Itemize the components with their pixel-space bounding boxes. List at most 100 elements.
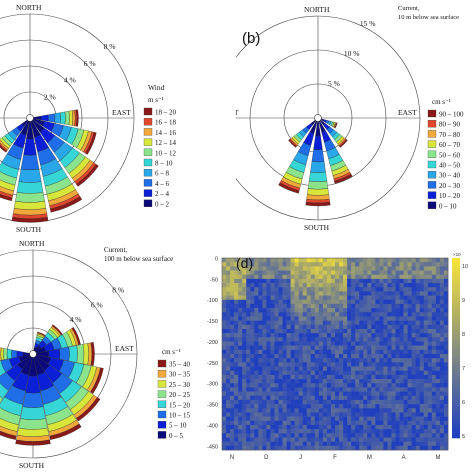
heatmap-cell: [343, 354, 348, 359]
heatmap-cell: [375, 391, 380, 397]
heatmap-cell: [371, 283, 376, 288]
heatmap-cell: [371, 287, 376, 292]
heatmap-cell: [234, 412, 239, 417]
heatmap-cell: [411, 437, 417, 442]
heatmap-cell: [298, 303, 304, 309]
heatmap-cell: [355, 399, 360, 405]
colorbar-tick-label: 8: [462, 332, 465, 338]
heatmap-cell: [363, 399, 368, 405]
heatmap-cell: [359, 312, 364, 317]
heatmap-cell: [222, 312, 227, 317]
heatmap-cell: [399, 399, 404, 405]
heatmap-cell: [242, 374, 247, 380]
heatmap-cell: [322, 262, 328, 267]
heatmap-cell: [351, 416, 356, 422]
depth-time-heatmap: (d)0-50-100-150-200-250-300-350-400-450N…: [207, 252, 468, 461]
heatmap-cell: [266, 299, 271, 305]
heatmap-cell: [234, 441, 239, 447]
heatmap-cell: [387, 408, 392, 413]
heatmap-cell: [274, 437, 279, 442]
heatmap-cell: [246, 341, 251, 346]
heatmap-cell: [371, 433, 376, 438]
heatmap-cell: [254, 374, 259, 380]
heatmap-cell: [222, 278, 227, 284]
heatmap-cell: [355, 308, 360, 313]
heatmap-cell: [242, 337, 247, 342]
heatmap-cell: [383, 412, 388, 417]
heatmap-cell: [371, 299, 376, 305]
heatmap-cell: [258, 283, 263, 288]
heatmap-cell: [347, 337, 352, 342]
legend-label: 70 – 80: [439, 131, 461, 139]
heatmap-cell: [222, 387, 227, 392]
heatmap-cell: [359, 420, 364, 426]
heatmap-cell: [294, 383, 299, 388]
heatmap-cell: [355, 408, 360, 413]
heatmap-cell: [278, 266, 283, 271]
colorbar-segment: [452, 397, 460, 403]
heatmap-cell: [262, 345, 267, 351]
heatmap-cell: [286, 370, 291, 376]
heatmap-cell: [290, 379, 295, 384]
heatmap-cell: [359, 424, 364, 430]
heatmap-cell: [391, 429, 396, 434]
heatmap-cell: [286, 274, 291, 280]
heatmap-cell: [355, 349, 360, 355]
heatmap-cell: [306, 366, 312, 371]
heatmap-cell: [330, 333, 336, 338]
heatmap-cell: [226, 341, 231, 346]
heatmap-cell: [415, 337, 421, 342]
heatmap-cell: [371, 399, 376, 405]
heatmap-cell: [347, 383, 352, 388]
heatmap-cell: [238, 379, 243, 384]
heatmap-cell: [359, 266, 364, 271]
heatmap-cell: [339, 354, 344, 359]
heatmap-cell: [234, 316, 239, 321]
heatmap-cell: [379, 349, 384, 355]
heatmap-cell: [347, 429, 352, 434]
heatmap-cell: [294, 328, 299, 334]
heatmap-cell: [258, 433, 263, 438]
heatmap-cell: [419, 387, 425, 392]
heatmap-cell: [266, 312, 271, 317]
heatmap-cell: [238, 291, 243, 296]
heatmap-cell: [443, 287, 449, 292]
heatmap-cell: [431, 328, 437, 334]
heatmap-cell: [314, 370, 320, 376]
heatmap-cell: [335, 287, 340, 292]
heatmap-cell: [355, 283, 360, 288]
heatmap-cell: [254, 337, 259, 342]
heatmap-cell: [242, 258, 247, 263]
heatmap-cell: [262, 341, 267, 346]
heatmap-cell: [238, 270, 243, 275]
chart-title-line2: 100 m below sea surface: [104, 255, 173, 263]
heatmap-cell: [238, 433, 243, 438]
heatmap-cell: [326, 379, 332, 384]
heatmap-cell: [242, 370, 247, 376]
heatmap-cell: [330, 399, 336, 405]
heatmap-cell: [423, 270, 429, 275]
heatmap-cell: [339, 258, 344, 263]
heatmap-cell: [379, 324, 384, 330]
heatmap-cell: [270, 303, 275, 309]
heatmap-cell: [395, 299, 400, 305]
heatmap-cell: [387, 345, 392, 351]
heatmap-cell: [230, 337, 235, 342]
heatmap-cell: [242, 387, 247, 392]
heatmap-cell: [431, 258, 437, 263]
heatmap-cell: [326, 341, 332, 346]
heatmap-cell: [431, 395, 437, 401]
heatmap-cell: [355, 424, 360, 430]
colorbar-segment: [452, 415, 460, 421]
rose-center: [26, 114, 34, 122]
heatmap-cell: [250, 299, 255, 305]
heatmap-cell: [302, 370, 308, 376]
heatmap-cell: [254, 308, 259, 313]
heatmap-cell: [266, 324, 271, 330]
heatmap-cell: [262, 324, 267, 330]
heatmap-cell: [399, 441, 404, 447]
heatmap-cell: [407, 258, 412, 263]
heatmap-cell: [330, 287, 336, 292]
heatmap-cell: [322, 366, 328, 371]
heatmap-cell: [403, 333, 408, 338]
